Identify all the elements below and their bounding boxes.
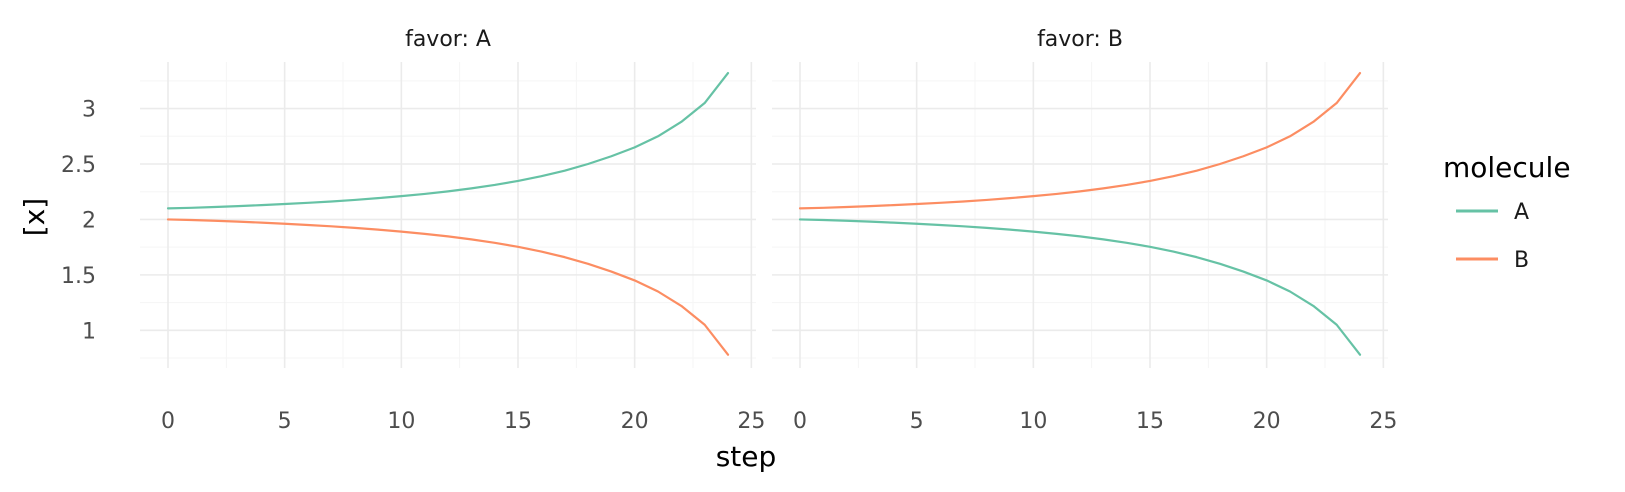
x-tick-label: 0 xyxy=(793,409,807,434)
x-tick-label: 5 xyxy=(278,409,292,434)
y-tick-label: 2.5 xyxy=(61,153,96,178)
series-line-B xyxy=(166,218,730,356)
facet-panels: favor: A 0 5 10 15 20 25 favor: B 0 5 10 15 20 25 xyxy=(140,27,1397,434)
facet-strip-label: favor: A xyxy=(405,27,491,52)
x-tick-label: 20 xyxy=(1253,409,1281,434)
facet-panel-1: favor: A 0 5 10 15 20 25 xyxy=(140,27,765,434)
x-tick-label: 25 xyxy=(737,409,765,434)
y-tick-label: 2 xyxy=(82,208,96,233)
y-tick-label: 1.5 xyxy=(61,264,96,289)
series-line-A xyxy=(166,71,730,210)
x-tick-label: 15 xyxy=(1136,409,1164,434)
series-line-A xyxy=(798,218,1362,356)
x-tick-label: 15 xyxy=(504,409,532,434)
y-axis-title: [x] xyxy=(18,198,51,236)
legend: molecule AB xyxy=(1443,151,1571,273)
y-tick-label: 1 xyxy=(82,319,96,344)
facet-panel-2: favor: B 0 5 10 15 20 25 xyxy=(772,27,1397,434)
legend-title: molecule xyxy=(1443,151,1571,184)
x-tick-label: 0 xyxy=(161,409,175,434)
x-tick-label: 20 xyxy=(621,409,649,434)
facet-strip-label: favor: B xyxy=(1037,27,1123,52)
series-line-B xyxy=(798,71,1362,210)
x-tick-label: 25 xyxy=(1369,409,1397,434)
x-axis-title: step xyxy=(716,440,777,473)
legend-label-A: A xyxy=(1514,200,1529,225)
x-tick-label: 10 xyxy=(387,409,415,434)
y-tick-label: 3 xyxy=(82,98,96,123)
x-tick-label: 10 xyxy=(1019,409,1047,434)
x-tick-label: 5 xyxy=(910,409,924,434)
legend-label-B: B xyxy=(1514,248,1529,273)
y-axis-tick-labels: 1 1.5 2 2.5 3 xyxy=(61,98,96,345)
